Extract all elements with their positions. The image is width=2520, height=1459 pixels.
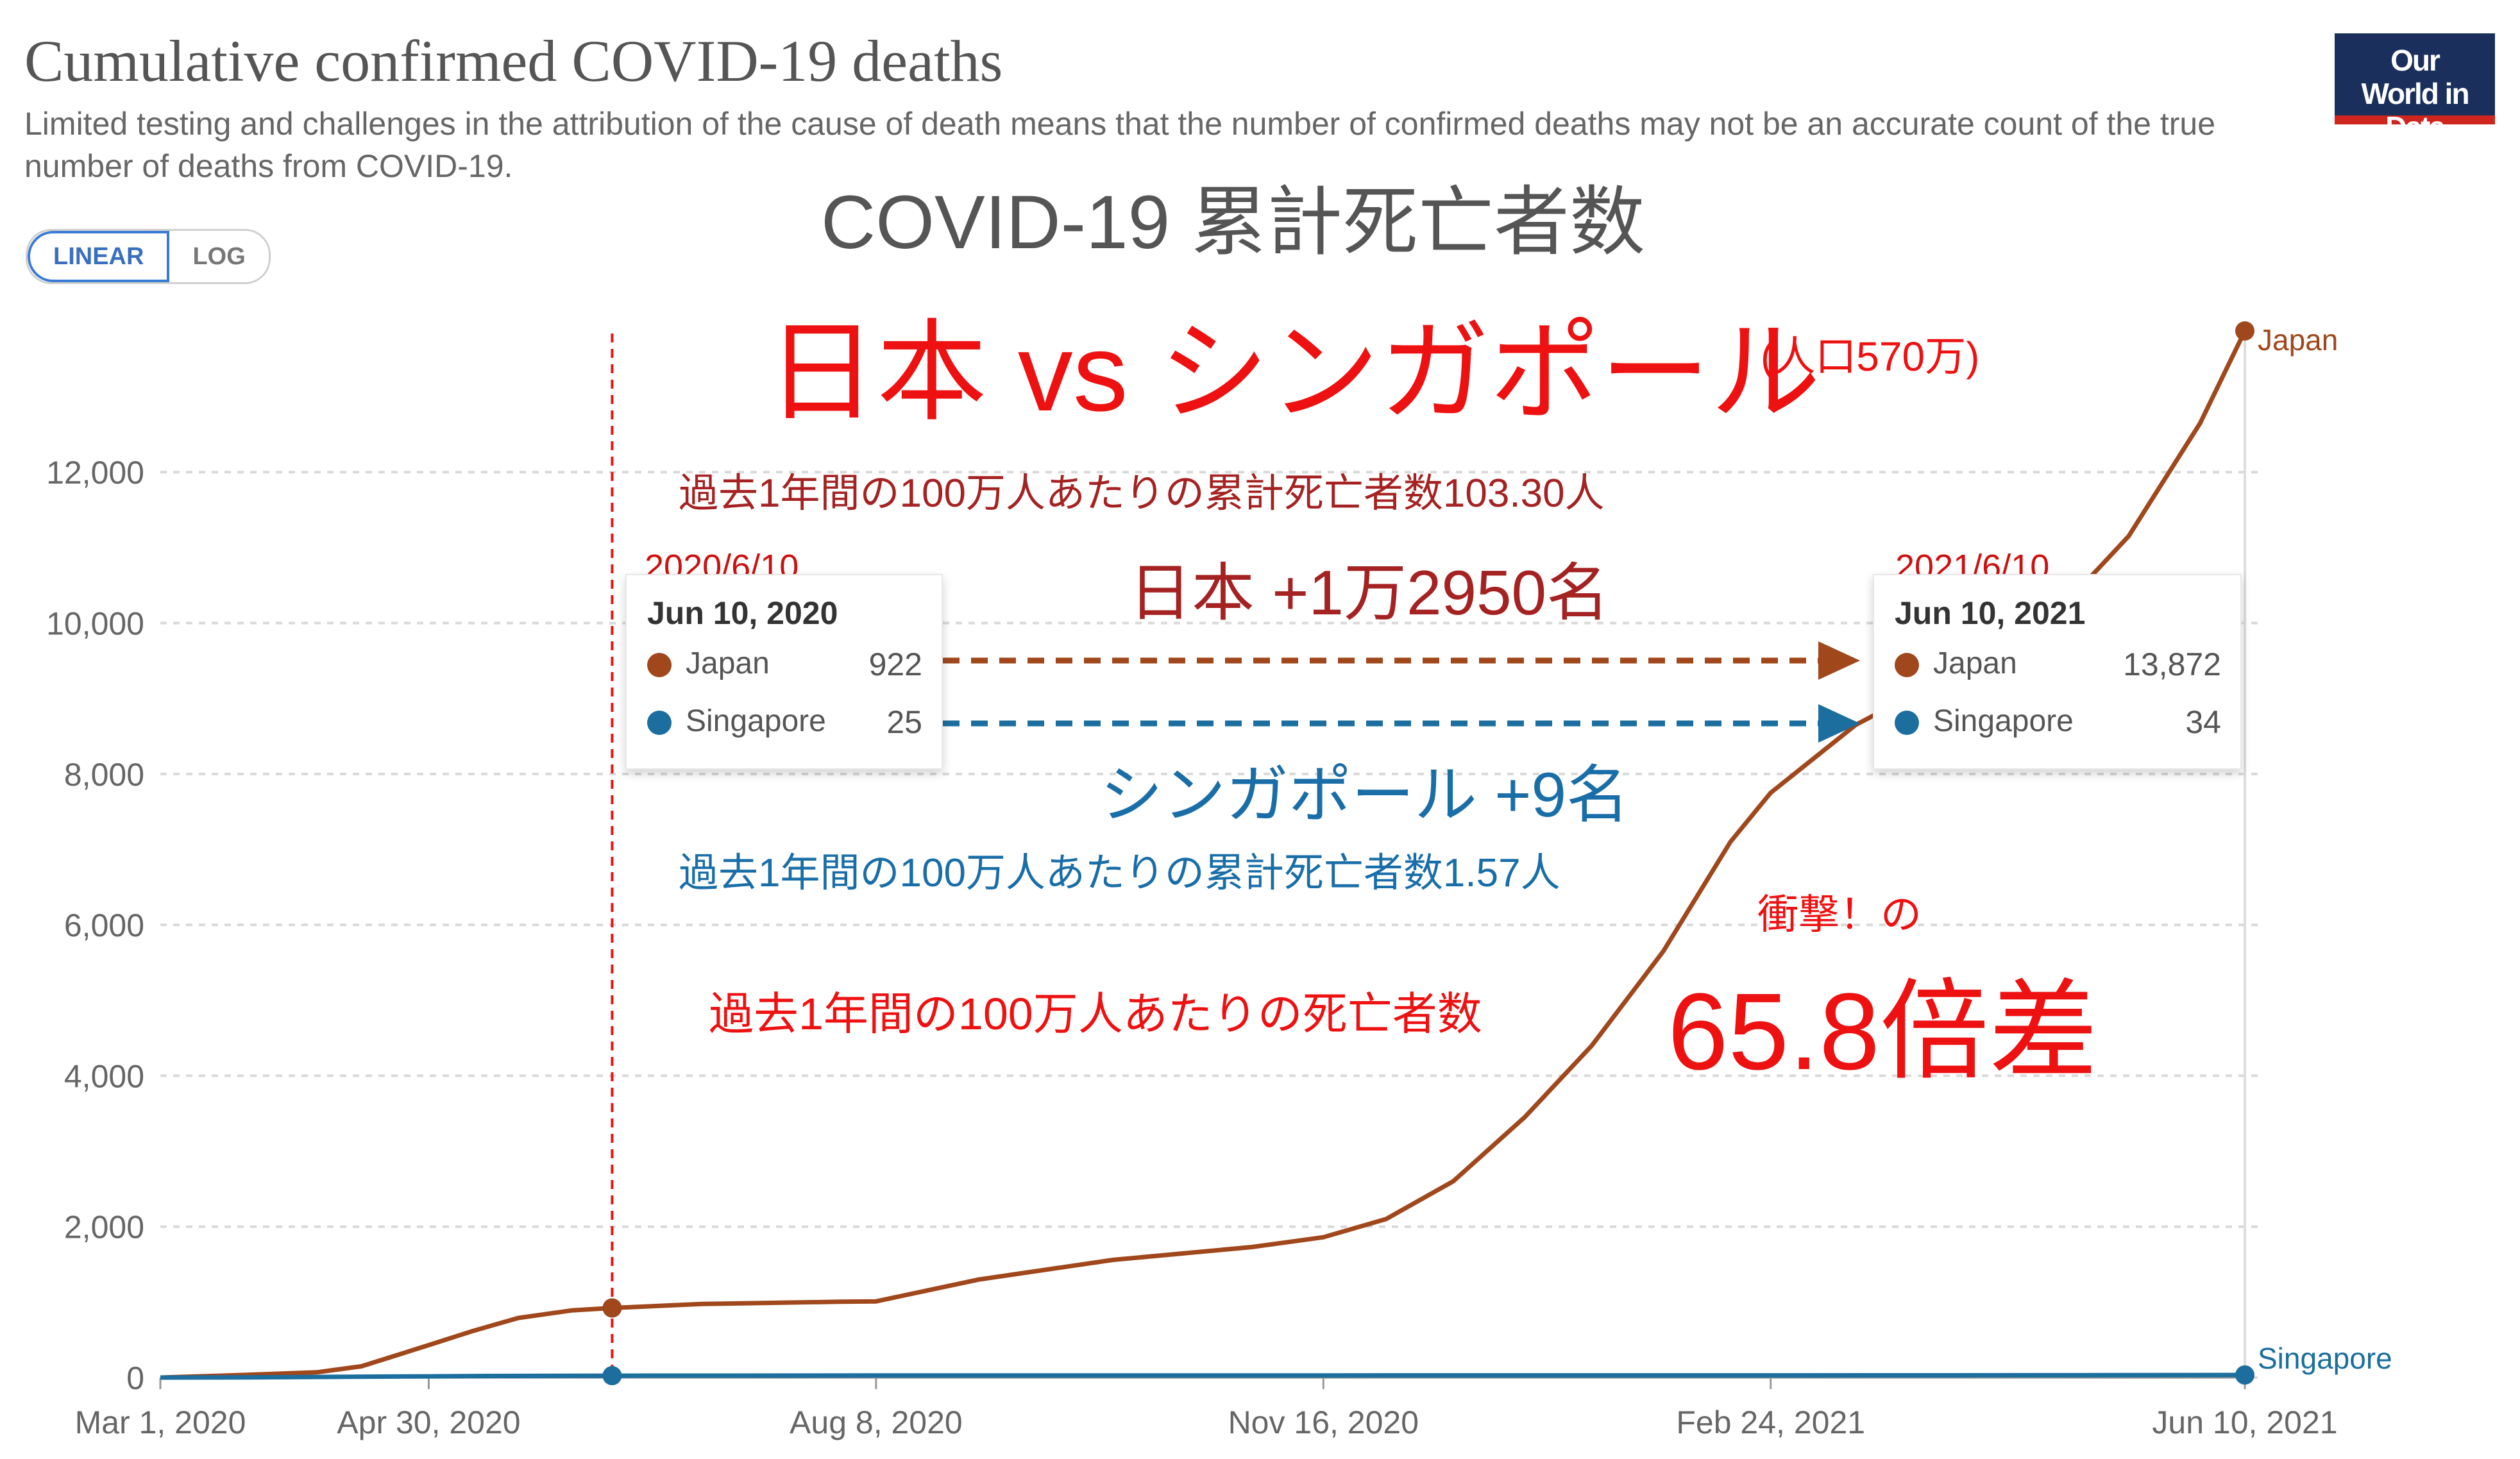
log-scale-button[interactable]: LOG [192,243,246,270]
chart-subtitle: Limited testing and challenges in the at… [24,106,2216,184]
tooltip-jun-2020: Jun 10, 2020 Japan 922 Singapore 25 [625,574,943,770]
x-tick-label: Nov 16, 2020 [1228,1404,1419,1440]
japan-rate-annotation: 過去1年間の100万人あたりの累計死亡者数103.30人 [679,471,1605,516]
end-point-singapore [2235,1365,2254,1385]
ratio-value: 65.8倍差 [1668,971,2098,1093]
scale-toggle: LINEAR LOG [26,229,271,284]
jp-heading: COVID-19 累計死亡者数 [821,180,1646,265]
singapore-legend-dot [1895,711,1919,736]
y-tick-label: 12,000 [46,455,144,491]
y-tick-label: 4,000 [64,1058,144,1094]
tooltip-country: Japan [1933,646,2017,680]
tooltip-country: Singapore [1933,704,2074,738]
series-line-singapore [160,1372,2245,1380]
tooltip-value-singapore: 34 [2185,704,2221,740]
series-label-japan: Japan [2258,323,2338,357]
x-tick-label: Feb 24, 2021 [1676,1404,1865,1440]
tooltip-country: Singapore [686,704,826,738]
main-heading: 日本 vs シンガポール [766,311,1821,434]
tooltip-country: Japan [686,646,770,680]
singapore-rate-annotation: 過去1年間の100万人あたりの累計死亡者数1.57人 [679,851,1560,895]
japan-legend-dot [1895,653,1919,678]
y-tick-label: 6,000 [64,907,144,943]
y-tick-label: 2,000 [64,1210,144,1245]
tooltip-value-singapore: 25 [886,704,922,740]
singapore-arrow-head [1818,704,1860,743]
tooltip-value-japan: 13,872 [2123,646,2221,682]
shock-annotation: 衝撃！の [1757,891,1922,938]
series-label-singapore: Singapore [2258,1342,2392,1375]
marker-point-japan [602,1298,622,1318]
x-tick-label: Mar 1, 2020 [75,1404,246,1440]
owid-logo[interactable]: Our World in Data [2335,33,2495,144]
y-tick-label: 8,000 [64,757,144,793]
japan-arrow-head [1818,641,1860,680]
marker-point-singapore [602,1366,622,1386]
linear-scale-button[interactable]: LINEAR [28,231,170,282]
tooltip-date: Jun 10, 2020 [647,595,838,631]
japan-gain-annotation: 日本 +1万2950名 [1129,557,1609,628]
tooltip-date: Jun 10, 2021 [1895,595,2086,631]
singapore-legend-dot [647,711,672,736]
japan-legend-dot [647,653,672,678]
ratio-label: 過去1年間の100万人あたりの死亡者数 [709,989,1482,1039]
chart-title: Cumulative confirmed COVID-19 deaths [24,28,1003,94]
singapore-gain-annotation: シンガポール +9名 [1100,759,1629,830]
y-tick-label: 10,000 [46,606,144,642]
logo-text: Our World in Data [2361,44,2469,144]
x-tick-label: Apr 30, 2020 [337,1404,520,1440]
x-tick-label: Jun 10, 2021 [2152,1404,2337,1440]
tooltip-jun-2021: Jun 10, 2021 Japan 13,872 Singapore 34 [1873,574,2242,770]
end-point-japan [2235,321,2254,341]
tooltip-row-singapore: Singapore [1895,704,2074,739]
tooltip-row-singapore: Singapore [647,704,826,739]
tooltip-value-japan: 922 [868,646,922,682]
y-tick-label: 0 [126,1360,144,1396]
tooltip-row-japan: Japan [1895,646,2017,681]
main-heading-note: (人口570万) [1761,333,1980,380]
tooltip-row-japan: Japan [647,646,770,681]
x-tick-label: Aug 8, 2020 [790,1404,963,1440]
